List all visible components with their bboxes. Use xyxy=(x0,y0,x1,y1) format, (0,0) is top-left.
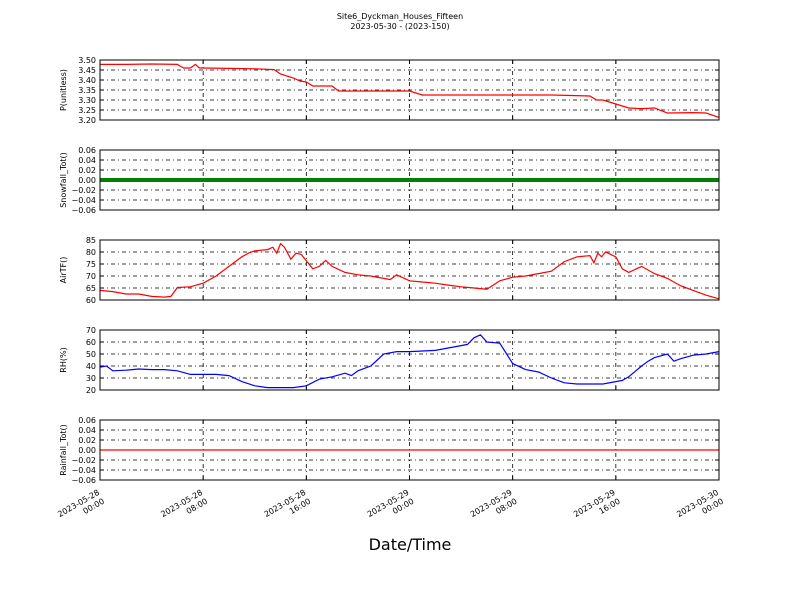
series-line xyxy=(100,63,720,118)
subplot-3: 85 80 75 70 65 60 AirTF() xyxy=(59,236,720,305)
y-tick-label: 3.40 xyxy=(78,76,96,85)
axes-frame xyxy=(99,149,720,211)
y-tick-label: 0.04 xyxy=(78,426,96,435)
axes-frame xyxy=(99,329,720,391)
y-axis-label: Snowfall_Tot() xyxy=(59,152,68,208)
y-tick-label: 3.30 xyxy=(78,96,96,105)
series-line xyxy=(99,334,720,389)
y-tick-label: −0.02 xyxy=(71,186,96,195)
y-tick-label: 70 xyxy=(86,326,96,335)
y-tick-label: 75 xyxy=(86,260,96,269)
y-tick-label: 0.00 xyxy=(78,446,96,455)
chart-title: Site6_Dyckman_Houses_Fifteen xyxy=(337,12,463,21)
y-tick-label: 80 xyxy=(86,248,96,257)
y-tick-label: 3.50 xyxy=(78,56,96,65)
y-tick-label: 0.02 xyxy=(78,166,96,175)
y-tick-label: 60 xyxy=(86,296,96,305)
y-tick-label: 30 xyxy=(86,374,96,383)
y-axis-label: Rainfall_Tot() xyxy=(59,424,68,476)
y-tick-label: 3.25 xyxy=(78,106,96,115)
y-tick-label: 20 xyxy=(86,386,96,395)
y-tick-label: 0.00 xyxy=(78,176,96,185)
y-tick-label: 85 xyxy=(86,236,96,245)
axes-frame xyxy=(99,419,720,481)
y-tick-label: −0.06 xyxy=(71,206,96,215)
chart-subtitle: 2023-05-30 - (2023-150) xyxy=(350,22,449,31)
subplot-4: 70 60 50 40 30 20 RH(%) xyxy=(59,326,720,395)
subplot-1: 3.503.453.403.353.303.253.20 P(unitless) xyxy=(59,56,720,125)
y-tick-label: −0.04 xyxy=(71,466,96,475)
y-axis-label: RH(%) xyxy=(59,347,68,372)
y-tick-label: 0.06 xyxy=(78,416,96,425)
y-tick-label: 70 xyxy=(86,272,96,281)
y-tick-label: −0.06 xyxy=(71,476,96,485)
y-tick-label: 60 xyxy=(86,338,96,347)
subplots: 3.503.453.403.353.303.253.20 P(unitless) 0… xyxy=(56,56,725,519)
subplot-5: 0.060.040.020.00−0.02−0.04−0.06Rainfall_… xyxy=(59,416,720,485)
axes-frame xyxy=(99,239,720,301)
y-tick-label: −0.02 xyxy=(71,456,96,465)
y-tick-label: 3.45 xyxy=(78,66,96,75)
y-axis-label: AirTF() xyxy=(59,257,68,284)
subplot-2: 0.060.040.020.00−0.02−0.04−0.06Snowfall_… xyxy=(59,146,720,215)
y-tick-label: 3.20 xyxy=(78,116,96,125)
y-tick-label: 50 xyxy=(86,350,96,359)
series-line xyxy=(99,242,720,300)
y-tick-label: 0.02 xyxy=(78,436,96,445)
y-tick-label: 65 xyxy=(86,284,96,293)
y-tick-label: 0.06 xyxy=(78,146,96,155)
y-axis-label: P(unitless) xyxy=(59,69,68,111)
axes-frame xyxy=(99,59,720,121)
y-tick-label: 0.04 xyxy=(78,156,96,165)
y-tick-label: 3.35 xyxy=(78,86,96,95)
x-axis-label: Date/Time xyxy=(369,535,452,554)
y-tick-label: 40 xyxy=(86,362,96,371)
y-tick-label: −0.04 xyxy=(71,196,96,205)
